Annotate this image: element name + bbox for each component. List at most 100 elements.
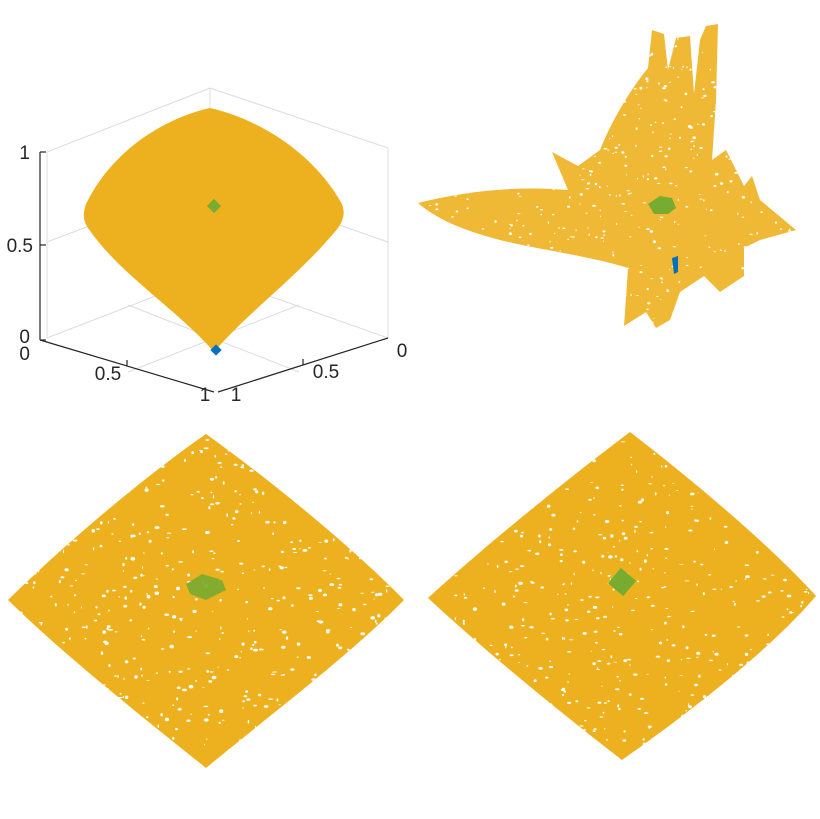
point-gap xyxy=(496,24,500,25)
point-gap xyxy=(509,228,511,229)
point-gap xyxy=(801,600,804,604)
point-gap xyxy=(423,181,426,183)
point-gap xyxy=(741,196,746,199)
point-gap xyxy=(664,100,668,102)
point-gap xyxy=(714,652,719,656)
point-gap xyxy=(246,618,249,620)
point-gap xyxy=(73,611,76,614)
point-gap xyxy=(490,184,494,187)
point-gap xyxy=(780,250,782,252)
point-gap xyxy=(666,25,670,28)
point-gap xyxy=(491,753,495,756)
point-gap xyxy=(84,564,89,566)
point-gap xyxy=(779,499,784,501)
point-gap xyxy=(773,289,778,292)
point-gap xyxy=(365,636,368,640)
point-gap xyxy=(541,107,544,108)
point-gap xyxy=(582,284,585,288)
z-tick-label: 0 xyxy=(19,327,30,348)
point-gap xyxy=(650,124,652,126)
point-gap xyxy=(60,534,65,536)
point-gap xyxy=(365,727,368,729)
point-gap xyxy=(667,615,671,618)
point-gap xyxy=(705,208,707,210)
point-gap xyxy=(362,463,366,466)
point-gap xyxy=(326,527,328,529)
point-gap xyxy=(183,459,187,462)
point-gap xyxy=(369,762,372,765)
point-gap xyxy=(80,606,82,609)
point-gap xyxy=(21,484,26,486)
point-gap xyxy=(388,627,393,631)
point-gap xyxy=(521,275,523,277)
point-gap xyxy=(622,100,626,103)
point-gap xyxy=(530,581,535,584)
point-gap xyxy=(435,274,438,278)
point-gap xyxy=(749,24,753,25)
point-gap xyxy=(559,549,564,551)
point-gap xyxy=(436,232,438,235)
point-gap xyxy=(677,224,680,226)
point-gap xyxy=(758,518,760,521)
point-gap xyxy=(606,311,610,313)
point-gap xyxy=(655,655,661,658)
point-gap xyxy=(124,596,127,600)
point-gap xyxy=(96,469,101,471)
point-gap xyxy=(196,490,200,493)
point-gap xyxy=(118,540,122,543)
point-gap xyxy=(170,443,174,446)
point-gap xyxy=(178,561,184,563)
point-gap xyxy=(479,525,483,527)
point-gap xyxy=(588,102,590,104)
point-gap xyxy=(134,446,137,448)
point-gap xyxy=(585,212,588,214)
point-gap xyxy=(798,201,800,203)
point-gap xyxy=(742,295,747,297)
point-gap xyxy=(354,648,356,651)
green-marker xyxy=(206,198,222,214)
point-gap xyxy=(567,680,569,684)
point-gap xyxy=(489,511,492,513)
point-gap xyxy=(724,249,726,253)
point-gap xyxy=(512,51,514,53)
point-gap xyxy=(437,27,440,29)
point-gap xyxy=(624,155,627,158)
point-gap xyxy=(559,64,563,66)
point-gap xyxy=(686,288,689,291)
point-gap xyxy=(545,676,549,679)
point-gap xyxy=(637,708,642,710)
point-gap xyxy=(748,233,753,235)
point-gap xyxy=(512,461,515,465)
point-gap xyxy=(187,668,191,670)
point-gap xyxy=(529,118,533,120)
point-gap xyxy=(511,310,516,314)
point-gap xyxy=(467,136,469,138)
point-gap xyxy=(360,659,365,663)
point-gap xyxy=(427,131,430,133)
point-gap xyxy=(259,460,261,462)
point-gap xyxy=(102,684,106,686)
point-gap xyxy=(575,282,578,285)
point-gap xyxy=(446,174,448,177)
point-gap xyxy=(592,662,596,666)
point-gap xyxy=(518,236,522,239)
point-gap xyxy=(765,51,769,53)
point-gap xyxy=(464,118,467,121)
point-gap xyxy=(41,503,46,506)
point-gap xyxy=(781,451,784,454)
point-gap xyxy=(477,248,480,251)
point-gap xyxy=(505,645,507,649)
point-gap xyxy=(268,698,273,700)
point-gap xyxy=(522,225,525,227)
point-gap xyxy=(482,125,486,128)
point-gap xyxy=(22,539,24,544)
point-gap xyxy=(795,533,799,535)
point-gap xyxy=(263,741,268,744)
point-gap xyxy=(162,479,165,482)
point-gap xyxy=(296,490,301,493)
point-gap xyxy=(781,523,785,526)
point-gap xyxy=(602,536,607,540)
point-gap xyxy=(537,738,543,742)
point-gap xyxy=(746,138,750,140)
point-gap xyxy=(808,515,810,518)
